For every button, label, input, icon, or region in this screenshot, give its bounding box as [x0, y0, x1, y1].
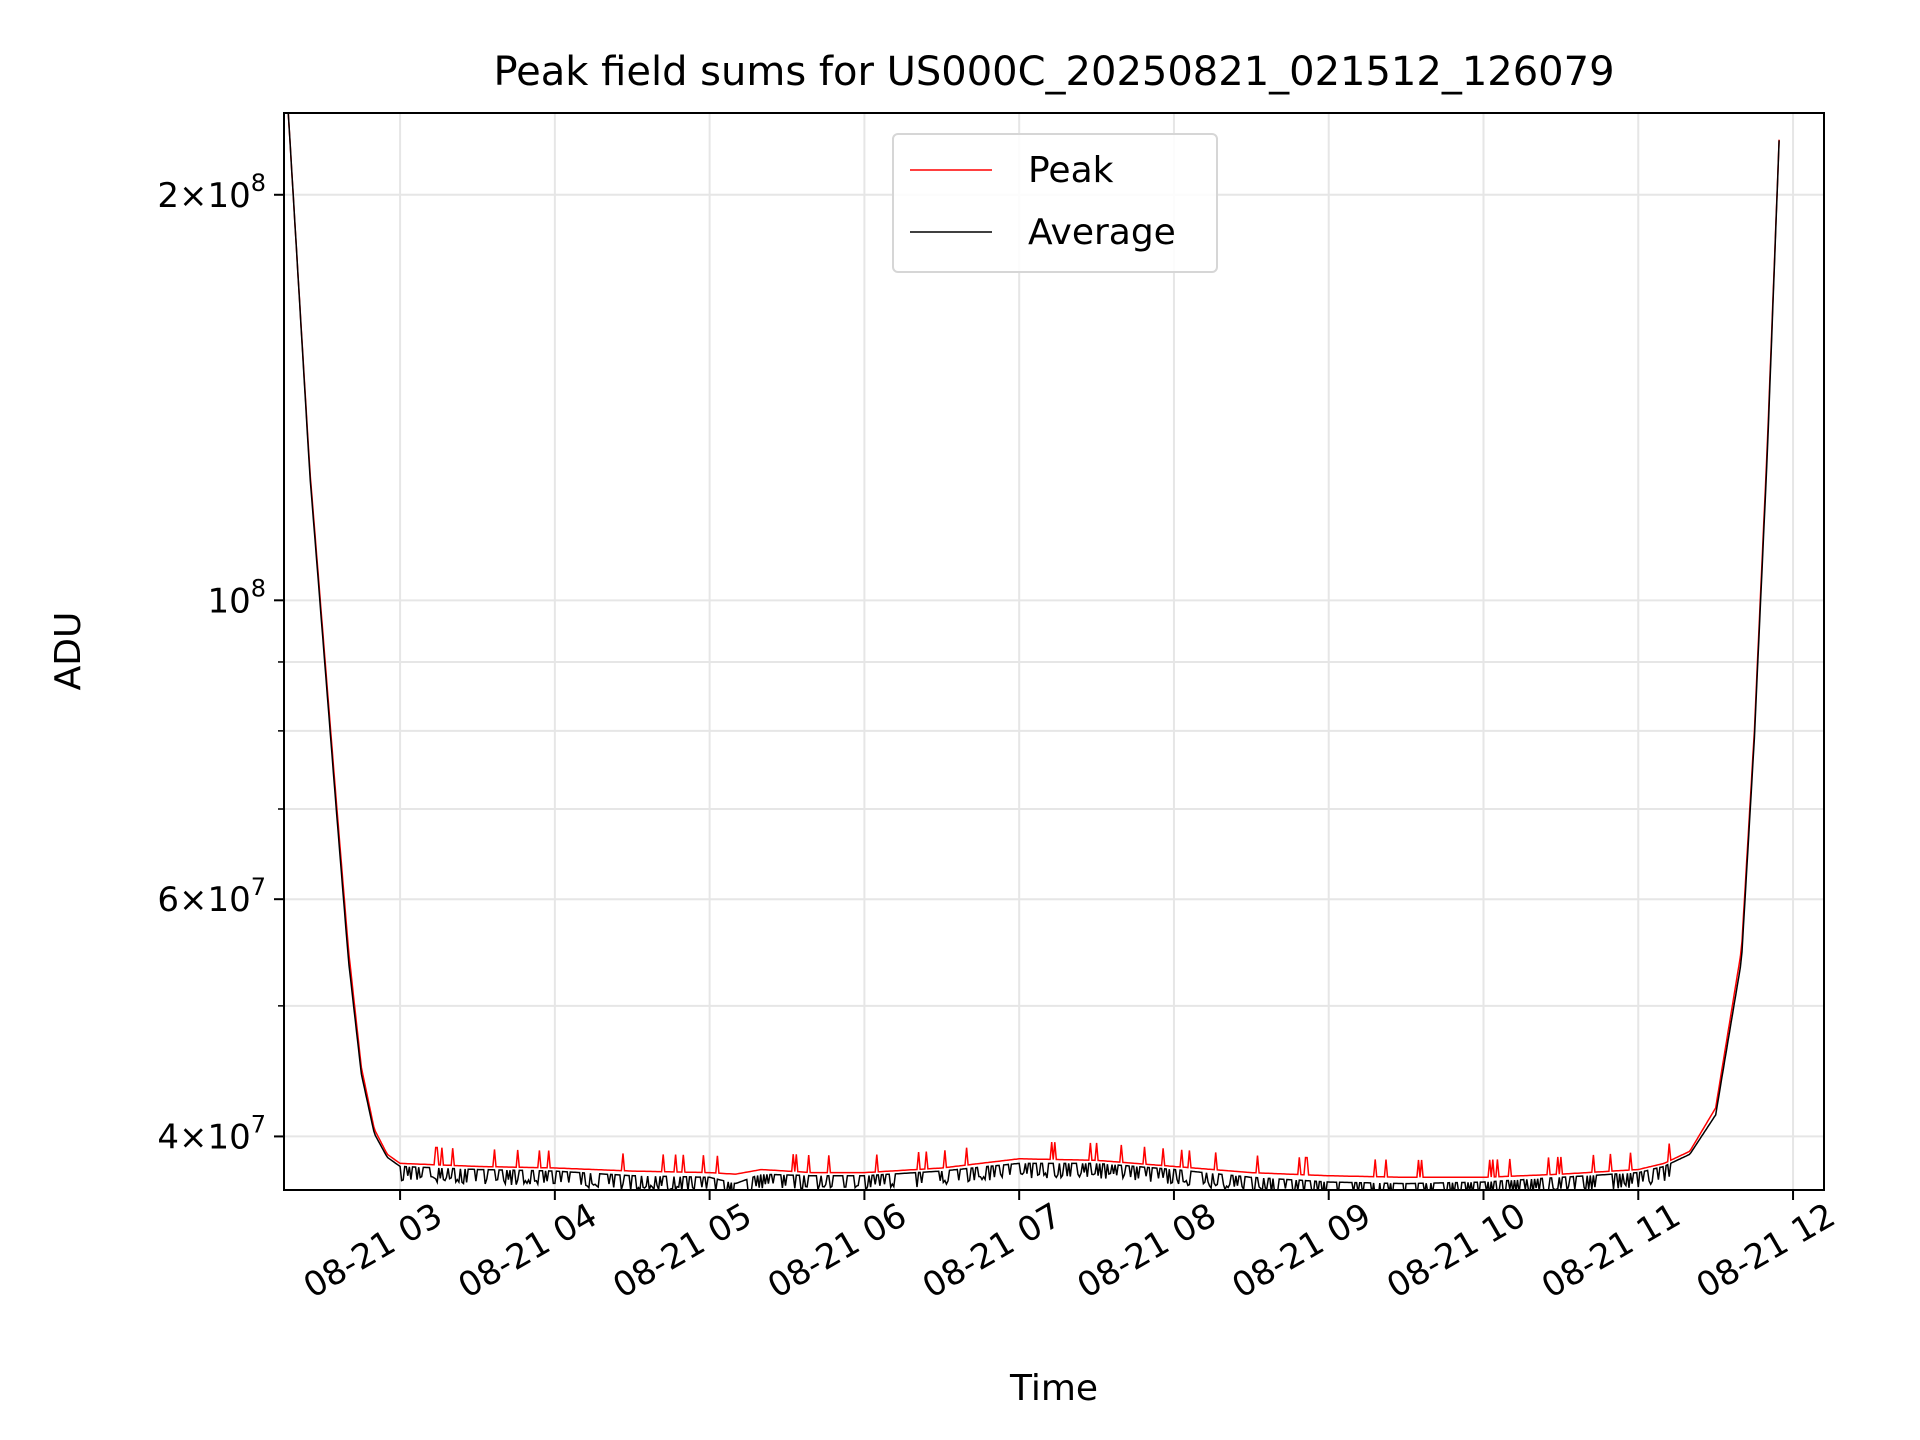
- y-tick-label: 2×108: [157, 169, 266, 216]
- chart-title: Peak field sums for US000C_20250821_0215…: [493, 49, 1614, 95]
- y-tick-label: 6×107: [157, 873, 266, 920]
- y-axis-label: ADU: [48, 612, 89, 691]
- series-line-peak: [287, 113, 1780, 1179]
- legend-box: [892, 133, 1218, 273]
- x-axis-label: Time: [1009, 1368, 1098, 1409]
- y-tick-label: 108: [207, 574, 266, 621]
- plot-area: [287, 113, 1780, 1190]
- legend-label-average: Average: [1028, 212, 1176, 253]
- y-axis: 4×107 6×107 108 2×108: [157, 169, 284, 1157]
- axes-frame: [283, 112, 1825, 1191]
- legend-label-peak: Peak: [1028, 150, 1114, 191]
- y-tick-label: 4×107: [157, 1110, 266, 1157]
- series-line-average: [287, 113, 1780, 1190]
- legend: Peak Average: [892, 133, 1218, 273]
